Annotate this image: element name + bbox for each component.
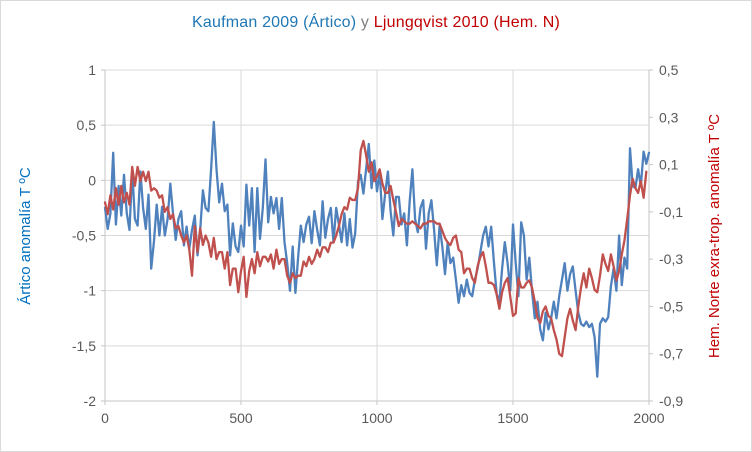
right-tick-label: 0,1 bbox=[659, 157, 679, 173]
right-tick-label: 0,3 bbox=[659, 109, 679, 125]
right-tick-label: 0,5 bbox=[659, 62, 679, 78]
left-tick-label: -1,5 bbox=[72, 338, 96, 354]
left-tick-label: -0,5 bbox=[72, 228, 96, 244]
right-tick-label: -0,7 bbox=[659, 346, 683, 362]
x-tick-label: 500 bbox=[229, 410, 253, 426]
chart-title-kaufman: Kaufman 2009 (Ártico) bbox=[192, 14, 357, 31]
chart-title: Kaufman 2009 (Ártico) y Ljungqvist 2010 … bbox=[1, 14, 751, 32]
left-axis-title: Ártico anomalía T ºC bbox=[17, 167, 34, 305]
left-tick-label: 1 bbox=[88, 62, 96, 78]
chart-title-connector: y bbox=[356, 14, 374, 31]
right-axis-title: Hem. Norte exra-trop. anomalía T ºC bbox=[706, 114, 723, 358]
chart-title-ljungqvist: Ljungqvist 2010 (Hem. N) bbox=[373, 14, 560, 31]
x-tick-label: 1000 bbox=[361, 410, 392, 426]
left-tick-label: 0 bbox=[88, 172, 96, 188]
right-tick-label: -0,1 bbox=[659, 204, 683, 220]
series-line-ljungqvist bbox=[103, 139, 648, 358]
x-tick-label: 2000 bbox=[633, 410, 664, 426]
left-tick-label: -1 bbox=[84, 283, 97, 299]
x-tick-label: 0 bbox=[101, 410, 109, 426]
axes bbox=[101, 69, 653, 405]
right-tick-label: -0,9 bbox=[659, 393, 683, 409]
left-tick-label: -2 bbox=[84, 393, 97, 409]
left-tick-label: 0,5 bbox=[77, 117, 97, 133]
x-tick-label: 1500 bbox=[497, 410, 528, 426]
right-tick-label: -0,5 bbox=[659, 298, 683, 314]
tick-labels: 1 0,5 0 -0,5 -1 -1,5 -2 0,5 0,3 0,1 -0,1 -0,3 -0,5 -0… bbox=[72, 62, 683, 426]
series-lines bbox=[103, 120, 651, 378]
right-tick-label: -0,3 bbox=[659, 251, 683, 267]
